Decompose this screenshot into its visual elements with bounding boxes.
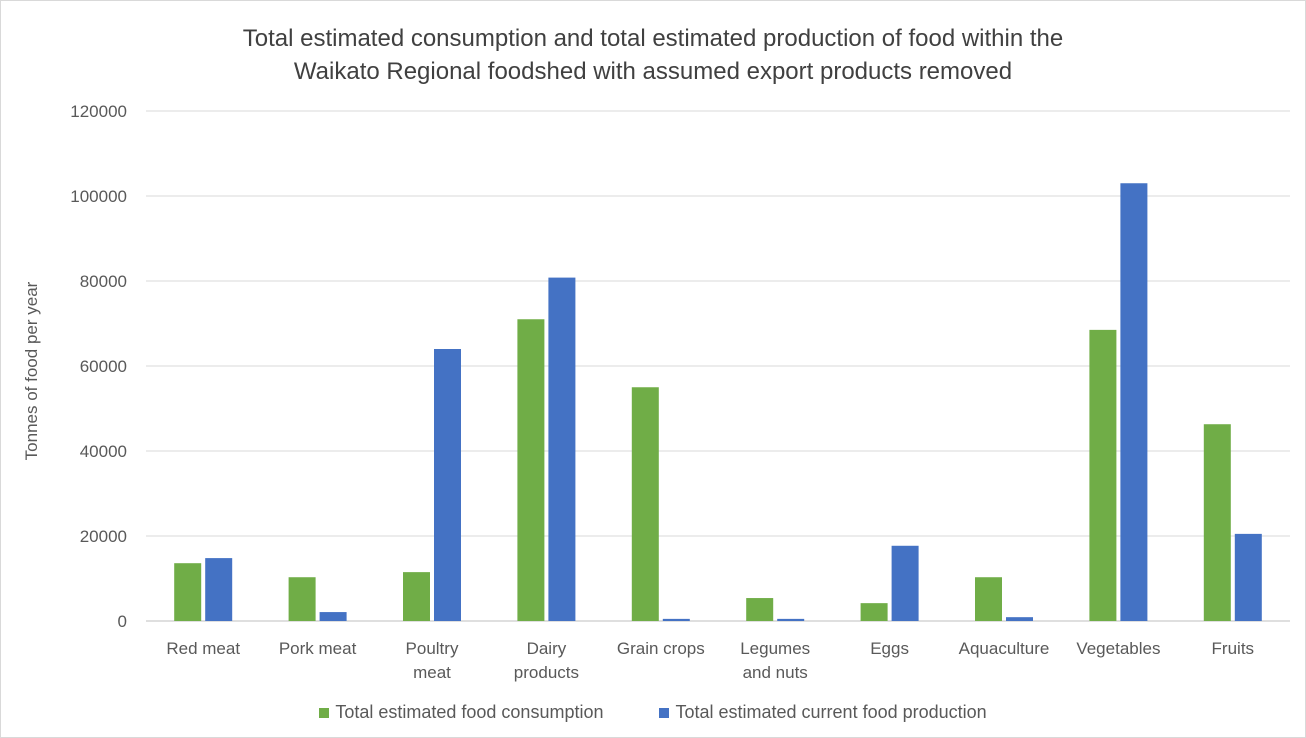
- x-tick-label: Red meat: [166, 639, 240, 658]
- bar-production: [1234, 533, 1262, 621]
- x-tick-label: Eggs: [870, 639, 909, 658]
- bar-production: [777, 618, 805, 621]
- bar-consumption: [174, 563, 202, 621]
- x-axis-tick-labels: Red meat Pork meat Poultry meat Dairy product…: [166, 639, 1254, 682]
- bar-production: [205, 558, 233, 621]
- y-tick-label: 0: [118, 612, 127, 631]
- bar-production: [1120, 183, 1148, 621]
- chart-title-line-1: Total estimated consumption and total es…: [242, 25, 1064, 52]
- chart-title-line-2: Waikato Regional foodshed with assumed e…: [293, 58, 1013, 85]
- x-tick-label: Grain crops: [617, 639, 705, 658]
- x-tick-label: Vegetables: [1076, 639, 1160, 658]
- legend-swatch-production: [659, 707, 670, 718]
- legend: Total estimated food consumption Total e…: [0, 702, 1306, 723]
- bar-consumption: [403, 572, 430, 621]
- x-tick-label: Aquaculture: [959, 639, 1050, 658]
- y-tick-label: 80000: [80, 272, 127, 291]
- bar-consumption: [517, 319, 545, 621]
- x-tick-label: Pork meat: [279, 639, 357, 658]
- bar-consumption: [746, 598, 774, 621]
- chart-title: Total estimated consumption and total es…: [0, 22, 1306, 88]
- y-axis-tick-labels: 0 20000 40000 60000 80000 100000 120000: [70, 102, 127, 631]
- bar-production: [891, 545, 919, 621]
- y-tick-label: 100000: [70, 187, 127, 206]
- bar-production: [319, 612, 347, 621]
- bar-consumption: [1203, 424, 1231, 621]
- x-tick-label: Fruits: [1212, 639, 1255, 658]
- bar-consumption: [1089, 329, 1117, 621]
- bar-consumption: [860, 603, 888, 621]
- y-tick-label: 120000: [70, 102, 127, 121]
- bar-production: [434, 349, 461, 621]
- legend-item-consumption: Total estimated food consumption: [319, 702, 603, 723]
- bar-consumption: [631, 387, 659, 621]
- gridlines: [146, 110, 1290, 622]
- legend-label-consumption: Total estimated food consumption: [335, 702, 604, 722]
- legend-label-production: Total estimated current food production: [675, 702, 987, 722]
- x-tick-label: Legumes and nuts: [740, 639, 810, 682]
- bar-consumption: [288, 577, 316, 621]
- bar-consumption: [975, 577, 1002, 621]
- y-tick-label: 20000: [80, 527, 127, 546]
- x-tick-label: Poultry meat: [406, 639, 459, 682]
- y-tick-label: 60000: [80, 357, 127, 376]
- bar-production: [662, 618, 690, 621]
- legend-item-production: Total estimated current food production: [659, 702, 987, 723]
- bars: [174, 183, 1262, 621]
- y-axis-label: Tonnes of food per year: [22, 281, 41, 460]
- bar-production: [1006, 617, 1033, 621]
- x-tick-label: Dairy products: [514, 639, 579, 682]
- y-tick-label: 40000: [80, 442, 127, 461]
- bar-production: [548, 277, 576, 621]
- legend-swatch-consumption: [319, 707, 330, 718]
